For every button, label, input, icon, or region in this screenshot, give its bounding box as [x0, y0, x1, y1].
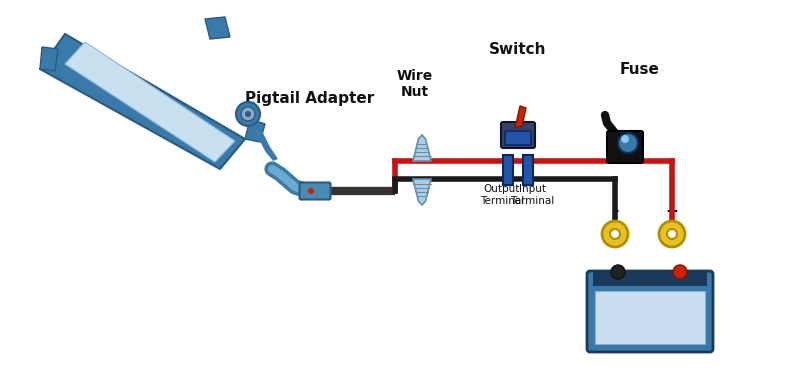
FancyBboxPatch shape [505, 131, 531, 145]
Polygon shape [514, 106, 526, 128]
Circle shape [618, 133, 638, 153]
Circle shape [308, 188, 314, 194]
Polygon shape [40, 34, 245, 169]
Polygon shape [65, 42, 235, 162]
Text: -: - [611, 204, 619, 219]
Text: +: + [666, 204, 679, 219]
Circle shape [245, 111, 251, 117]
Text: +: + [664, 309, 683, 329]
Polygon shape [245, 119, 265, 142]
Circle shape [611, 265, 625, 279]
Text: Pigtail Adapter: Pigtail Adapter [246, 91, 374, 106]
Text: Wire
Nut: Wire Nut [397, 69, 433, 99]
FancyBboxPatch shape [299, 183, 330, 199]
Text: Switch: Switch [489, 41, 547, 56]
Polygon shape [413, 135, 431, 161]
Circle shape [602, 221, 628, 247]
FancyBboxPatch shape [607, 131, 643, 163]
Text: Input
Terminal: Input Terminal [510, 184, 554, 205]
FancyBboxPatch shape [587, 271, 713, 352]
Polygon shape [248, 101, 278, 161]
FancyBboxPatch shape [595, 291, 705, 344]
FancyBboxPatch shape [593, 270, 707, 286]
FancyBboxPatch shape [501, 122, 535, 148]
FancyBboxPatch shape [523, 155, 533, 185]
Circle shape [621, 135, 629, 143]
Text: ─: ─ [620, 310, 632, 329]
Polygon shape [413, 179, 431, 205]
Circle shape [236, 102, 260, 126]
FancyBboxPatch shape [503, 155, 513, 185]
Circle shape [610, 229, 620, 239]
Circle shape [659, 221, 685, 247]
Polygon shape [205, 17, 230, 39]
Circle shape [667, 229, 677, 239]
Text: Output
Terminal: Output Terminal [480, 184, 524, 205]
Circle shape [241, 107, 255, 121]
Text: Fuse: Fuse [620, 61, 660, 77]
Polygon shape [40, 47, 58, 71]
Circle shape [673, 265, 687, 279]
